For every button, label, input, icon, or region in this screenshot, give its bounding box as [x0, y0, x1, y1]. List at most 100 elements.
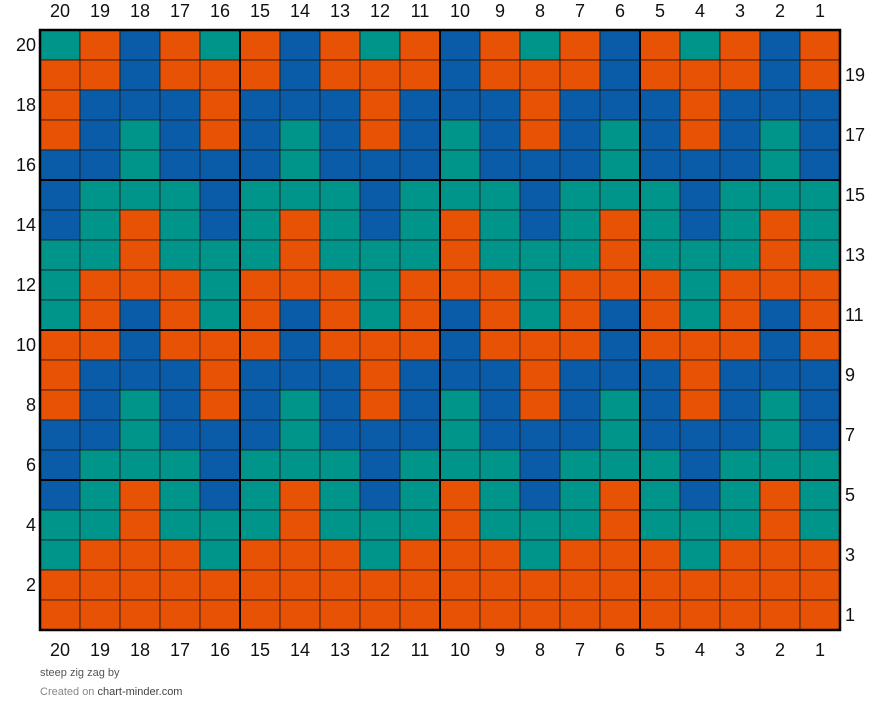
grid-cell	[599, 449, 641, 481]
grid-cell	[199, 539, 241, 571]
grid-cell	[759, 299, 801, 331]
grid-cell	[39, 359, 81, 391]
grid-cell	[79, 539, 121, 571]
grid-cell	[79, 29, 121, 61]
grid-cell	[239, 479, 281, 511]
col-label-top: 8	[535, 1, 545, 21]
grid-cell	[359, 179, 401, 211]
grid-cell	[759, 89, 801, 121]
col-label-top: 19	[90, 1, 110, 21]
grid-cell	[79, 299, 121, 331]
site-link[interactable]: chart-minder.com	[97, 686, 183, 698]
grid-cell	[159, 389, 201, 421]
grid-cell	[279, 239, 321, 271]
grid-cell	[799, 269, 841, 301]
grid-cell	[399, 119, 441, 151]
grid-cell	[759, 149, 801, 181]
grid-cell	[279, 569, 321, 601]
grid-cell	[559, 539, 601, 571]
grid-cell	[599, 599, 641, 631]
grid-cell	[199, 569, 241, 601]
grid-cell	[719, 29, 761, 61]
grid-cell	[479, 599, 521, 631]
row-label-right: 19	[845, 65, 865, 85]
grid-cell	[119, 539, 161, 571]
grid-cell	[599, 329, 641, 361]
grid-cell	[319, 209, 361, 241]
grid-cell	[639, 539, 681, 571]
grid-cell	[719, 239, 761, 271]
grid-cell	[279, 539, 321, 571]
col-label-bottom: 16	[210, 640, 230, 660]
grid-cell	[39, 479, 81, 511]
grid-cell	[239, 329, 281, 361]
grid-cell	[39, 269, 81, 301]
grid-cell	[199, 419, 241, 451]
grid-cell	[279, 359, 321, 391]
grid-cell	[599, 59, 641, 91]
grid-cell	[639, 449, 681, 481]
grid-cell	[519, 179, 561, 211]
grid-cell	[559, 29, 601, 61]
grid-cell	[119, 119, 161, 151]
col-label-bottom: 20	[50, 640, 70, 660]
col-label-top: 3	[735, 1, 745, 21]
col-label-top: 5	[655, 1, 665, 21]
grid-cell	[639, 59, 681, 91]
grid-cell	[359, 269, 401, 301]
grid-cell	[439, 419, 481, 451]
grid-cell	[799, 599, 841, 631]
grid-cell	[719, 509, 761, 541]
grid-cell	[239, 119, 281, 151]
grid-cell	[159, 59, 201, 91]
grid-cell	[39, 299, 81, 331]
grid-cell	[359, 239, 401, 271]
grid-cell	[519, 359, 561, 391]
grid-cell	[479, 539, 521, 571]
grid-cell	[159, 479, 201, 511]
grid-cell	[279, 59, 321, 91]
grid-cell	[479, 119, 521, 151]
grid-cell	[199, 329, 241, 361]
grid-cell	[479, 389, 521, 421]
grid-cell	[39, 449, 81, 481]
col-label-top: 16	[210, 1, 230, 21]
grid-cell	[519, 449, 561, 481]
grid-cell	[79, 119, 121, 151]
grid-cell	[279, 389, 321, 421]
grid-cell	[279, 449, 321, 481]
row-label-left: 18	[16, 95, 36, 115]
grid-cell	[599, 539, 641, 571]
grid-cell	[759, 419, 801, 451]
grid-cell	[359, 479, 401, 511]
grid-cell	[359, 419, 401, 451]
chart-caption-title: steep zig zag by	[40, 667, 120, 679]
grid-cell	[759, 59, 801, 91]
grid-cell	[159, 299, 201, 331]
grid-cell	[599, 509, 641, 541]
grid-cell	[319, 449, 361, 481]
grid-cell	[319, 29, 361, 61]
col-label-top: 15	[250, 1, 270, 21]
grid-cell	[399, 209, 441, 241]
grid-cell	[359, 359, 401, 391]
grid-cell	[399, 149, 441, 181]
grid-cell	[599, 359, 641, 391]
grid-cell	[159, 449, 201, 481]
grid-cell	[199, 389, 241, 421]
grid-cell	[519, 389, 561, 421]
grid-cell	[119, 359, 161, 391]
grid-cell	[359, 299, 401, 331]
grid-cell	[559, 569, 601, 601]
grid-cell	[719, 539, 761, 571]
chart-credit: Created on chart-minder.com	[40, 686, 182, 698]
col-label-top: 18	[130, 1, 150, 21]
grid-cell	[319, 539, 361, 571]
grid-cell	[439, 509, 481, 541]
grid-cell	[239, 389, 281, 421]
grid-cell	[599, 479, 641, 511]
grid-cell	[199, 359, 241, 391]
col-label-bottom: 10	[450, 640, 470, 660]
grid-cell	[799, 299, 841, 331]
grid-cell	[719, 359, 761, 391]
